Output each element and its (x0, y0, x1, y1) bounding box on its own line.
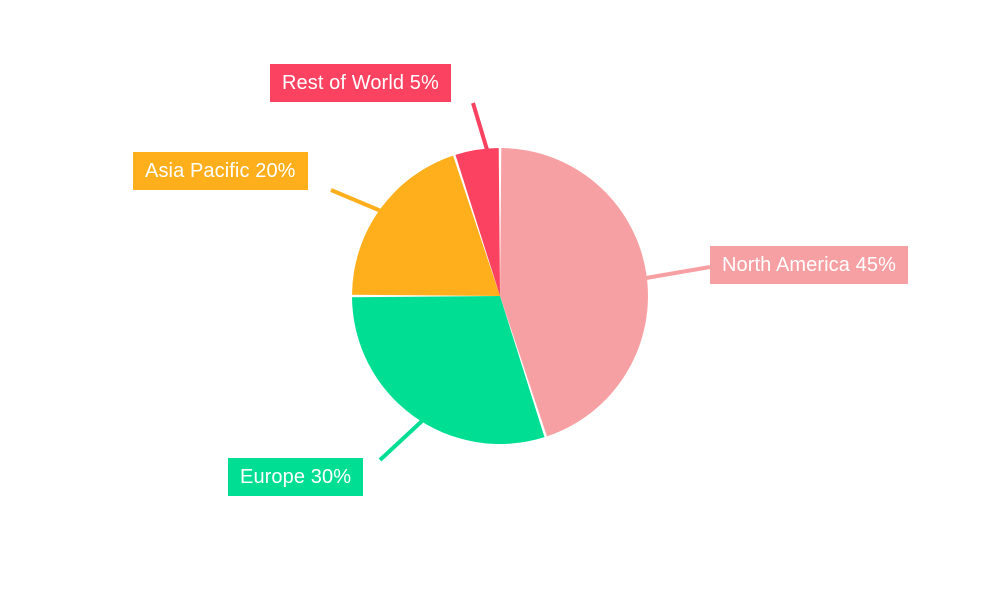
leader-line-group (330, 102, 711, 462)
pie-slice-group (352, 148, 648, 444)
pie-label-asia-pacific-text: Asia Pacific 20% (145, 160, 296, 182)
pie-label-north-america: North America 45% (710, 246, 908, 284)
pie-label-asia-pacific: Asia Pacific 20% (133, 152, 308, 190)
leader-line-rest-of-world (471, 102, 490, 154)
pie-label-north-america-text: North America 45% (722, 254, 896, 276)
pie-label-rest-of-world-text: Rest of World 5% (282, 72, 439, 94)
pie-label-rest-of-world: Rest of World 5% (270, 64, 451, 102)
pie-slice-north-america[interactable] (500, 148, 648, 437)
pie-label-europe: Europe 30% (228, 458, 364, 496)
pie-slice-rest-of-world[interactable] (455, 148, 501, 296)
pie-label-europe-text: Europe 30% (240, 466, 352, 488)
leader-line-asia-pacific (330, 188, 382, 213)
pie-slice-asia-pacific[interactable] (352, 155, 500, 296)
leader-line-north-america (645, 265, 711, 280)
leader-line-europe (378, 419, 424, 462)
pie-slice-europe[interactable] (352, 296, 545, 444)
